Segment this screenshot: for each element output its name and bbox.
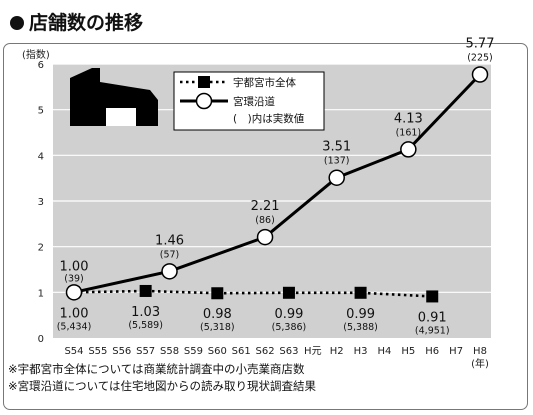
x-tick-label: H2 xyxy=(330,346,344,357)
series-point-arterial xyxy=(65,284,83,301)
series-point-whole-city xyxy=(426,290,439,303)
data-label: 0.91 xyxy=(418,310,447,325)
x-tick-label: H7 xyxy=(449,346,463,357)
x-tick-label: S60 xyxy=(208,346,227,357)
y-tick-label: 4 xyxy=(38,151,44,162)
count-label: (5,386) xyxy=(272,322,307,333)
series-point-whole-city xyxy=(211,287,224,300)
data-label: 4.13 xyxy=(394,111,423,126)
count-label: (5,388) xyxy=(343,322,378,333)
count-label: (39) xyxy=(64,273,84,284)
legend-swatch-marker-arterial xyxy=(195,92,213,110)
data-label: 1.00 xyxy=(60,306,89,321)
x-tick-label: S57 xyxy=(136,346,155,357)
x-tick-label: H8 xyxy=(473,346,487,357)
y-tick-label: 2 xyxy=(38,243,44,254)
data-label: 0.99 xyxy=(274,307,303,322)
count-label: (161) xyxy=(396,127,422,138)
data-label: 5.77 xyxy=(466,37,495,52)
count-label: (57) xyxy=(160,249,180,260)
bullet-icon xyxy=(10,16,24,30)
x-tick-label: S56 xyxy=(112,346,131,357)
data-label: 0.99 xyxy=(346,307,375,322)
count-label: (5,434) xyxy=(57,321,92,332)
page-title-text: 店舗数の推移 xyxy=(29,12,144,34)
x-tick-label: H5 xyxy=(401,346,415,357)
series-point-arterial xyxy=(161,263,178,280)
footnote-1: ※宇都宮市全体については商業統計調査中の小売業商店数 xyxy=(8,362,305,376)
data-label: 0.98 xyxy=(203,307,232,322)
series-point-whole-city xyxy=(354,286,367,299)
data-label: 1.00 xyxy=(60,259,89,274)
y-tick-label: 3 xyxy=(38,197,44,208)
y-tick-label: 0 xyxy=(38,334,44,345)
legend-label-whole-city: 宇都宮市全体 xyxy=(233,76,296,89)
series-point-arterial xyxy=(328,169,345,186)
x-axis-label: (年) xyxy=(471,357,489,370)
count-label: (5,589) xyxy=(128,320,163,331)
building-icon xyxy=(70,68,158,126)
series-point-arterial xyxy=(256,228,274,246)
legend-note: ( )内は実数値 xyxy=(233,112,305,125)
count-label: (137) xyxy=(324,156,350,167)
series-point-whole-city xyxy=(282,286,295,299)
x-tick-label: S61 xyxy=(232,346,251,357)
count-label: (86) xyxy=(255,215,275,226)
x-tick-label: H元 xyxy=(304,346,322,357)
x-tick-label: H3 xyxy=(354,346,368,357)
y-tick-label: 5 xyxy=(38,106,44,117)
x-tick-label: S55 xyxy=(88,346,107,357)
page-title: 店舗数の推移 xyxy=(10,8,143,35)
y-axis-label: (指数) xyxy=(22,48,50,61)
series-point-arterial xyxy=(471,66,489,83)
series-point-whole-city xyxy=(139,284,152,297)
count-label: (225) xyxy=(467,53,493,64)
x-tick-label: S59 xyxy=(184,346,203,357)
data-label: 2.21 xyxy=(251,199,280,214)
count-label: (5,318) xyxy=(200,322,235,333)
series-point-arterial xyxy=(400,141,417,158)
x-tick-label: S58 xyxy=(160,346,179,357)
legend-label-arterial: 宮環沿道 xyxy=(233,95,275,108)
x-tick-label: S63 xyxy=(279,346,298,357)
x-tick-label: S62 xyxy=(256,346,275,357)
x-tick-label: H6 xyxy=(425,346,439,357)
footnote-2: ※宮環沿道については住宅地図からの読み取り現状調査結果 xyxy=(8,379,317,393)
y-tick-label: 6 xyxy=(38,60,44,71)
x-tick-label: H4 xyxy=(378,346,392,357)
y-tick-label: 1 xyxy=(38,288,44,299)
x-tick-label: S54 xyxy=(64,346,83,357)
legend-swatch-marker-whole-city xyxy=(198,76,210,88)
count-label: (4,951) xyxy=(415,325,450,336)
series-line-arterial xyxy=(73,73,482,294)
data-label: 1.46 xyxy=(155,233,184,248)
data-label: 1.03 xyxy=(131,305,160,320)
data-label: 3.51 xyxy=(322,140,351,155)
